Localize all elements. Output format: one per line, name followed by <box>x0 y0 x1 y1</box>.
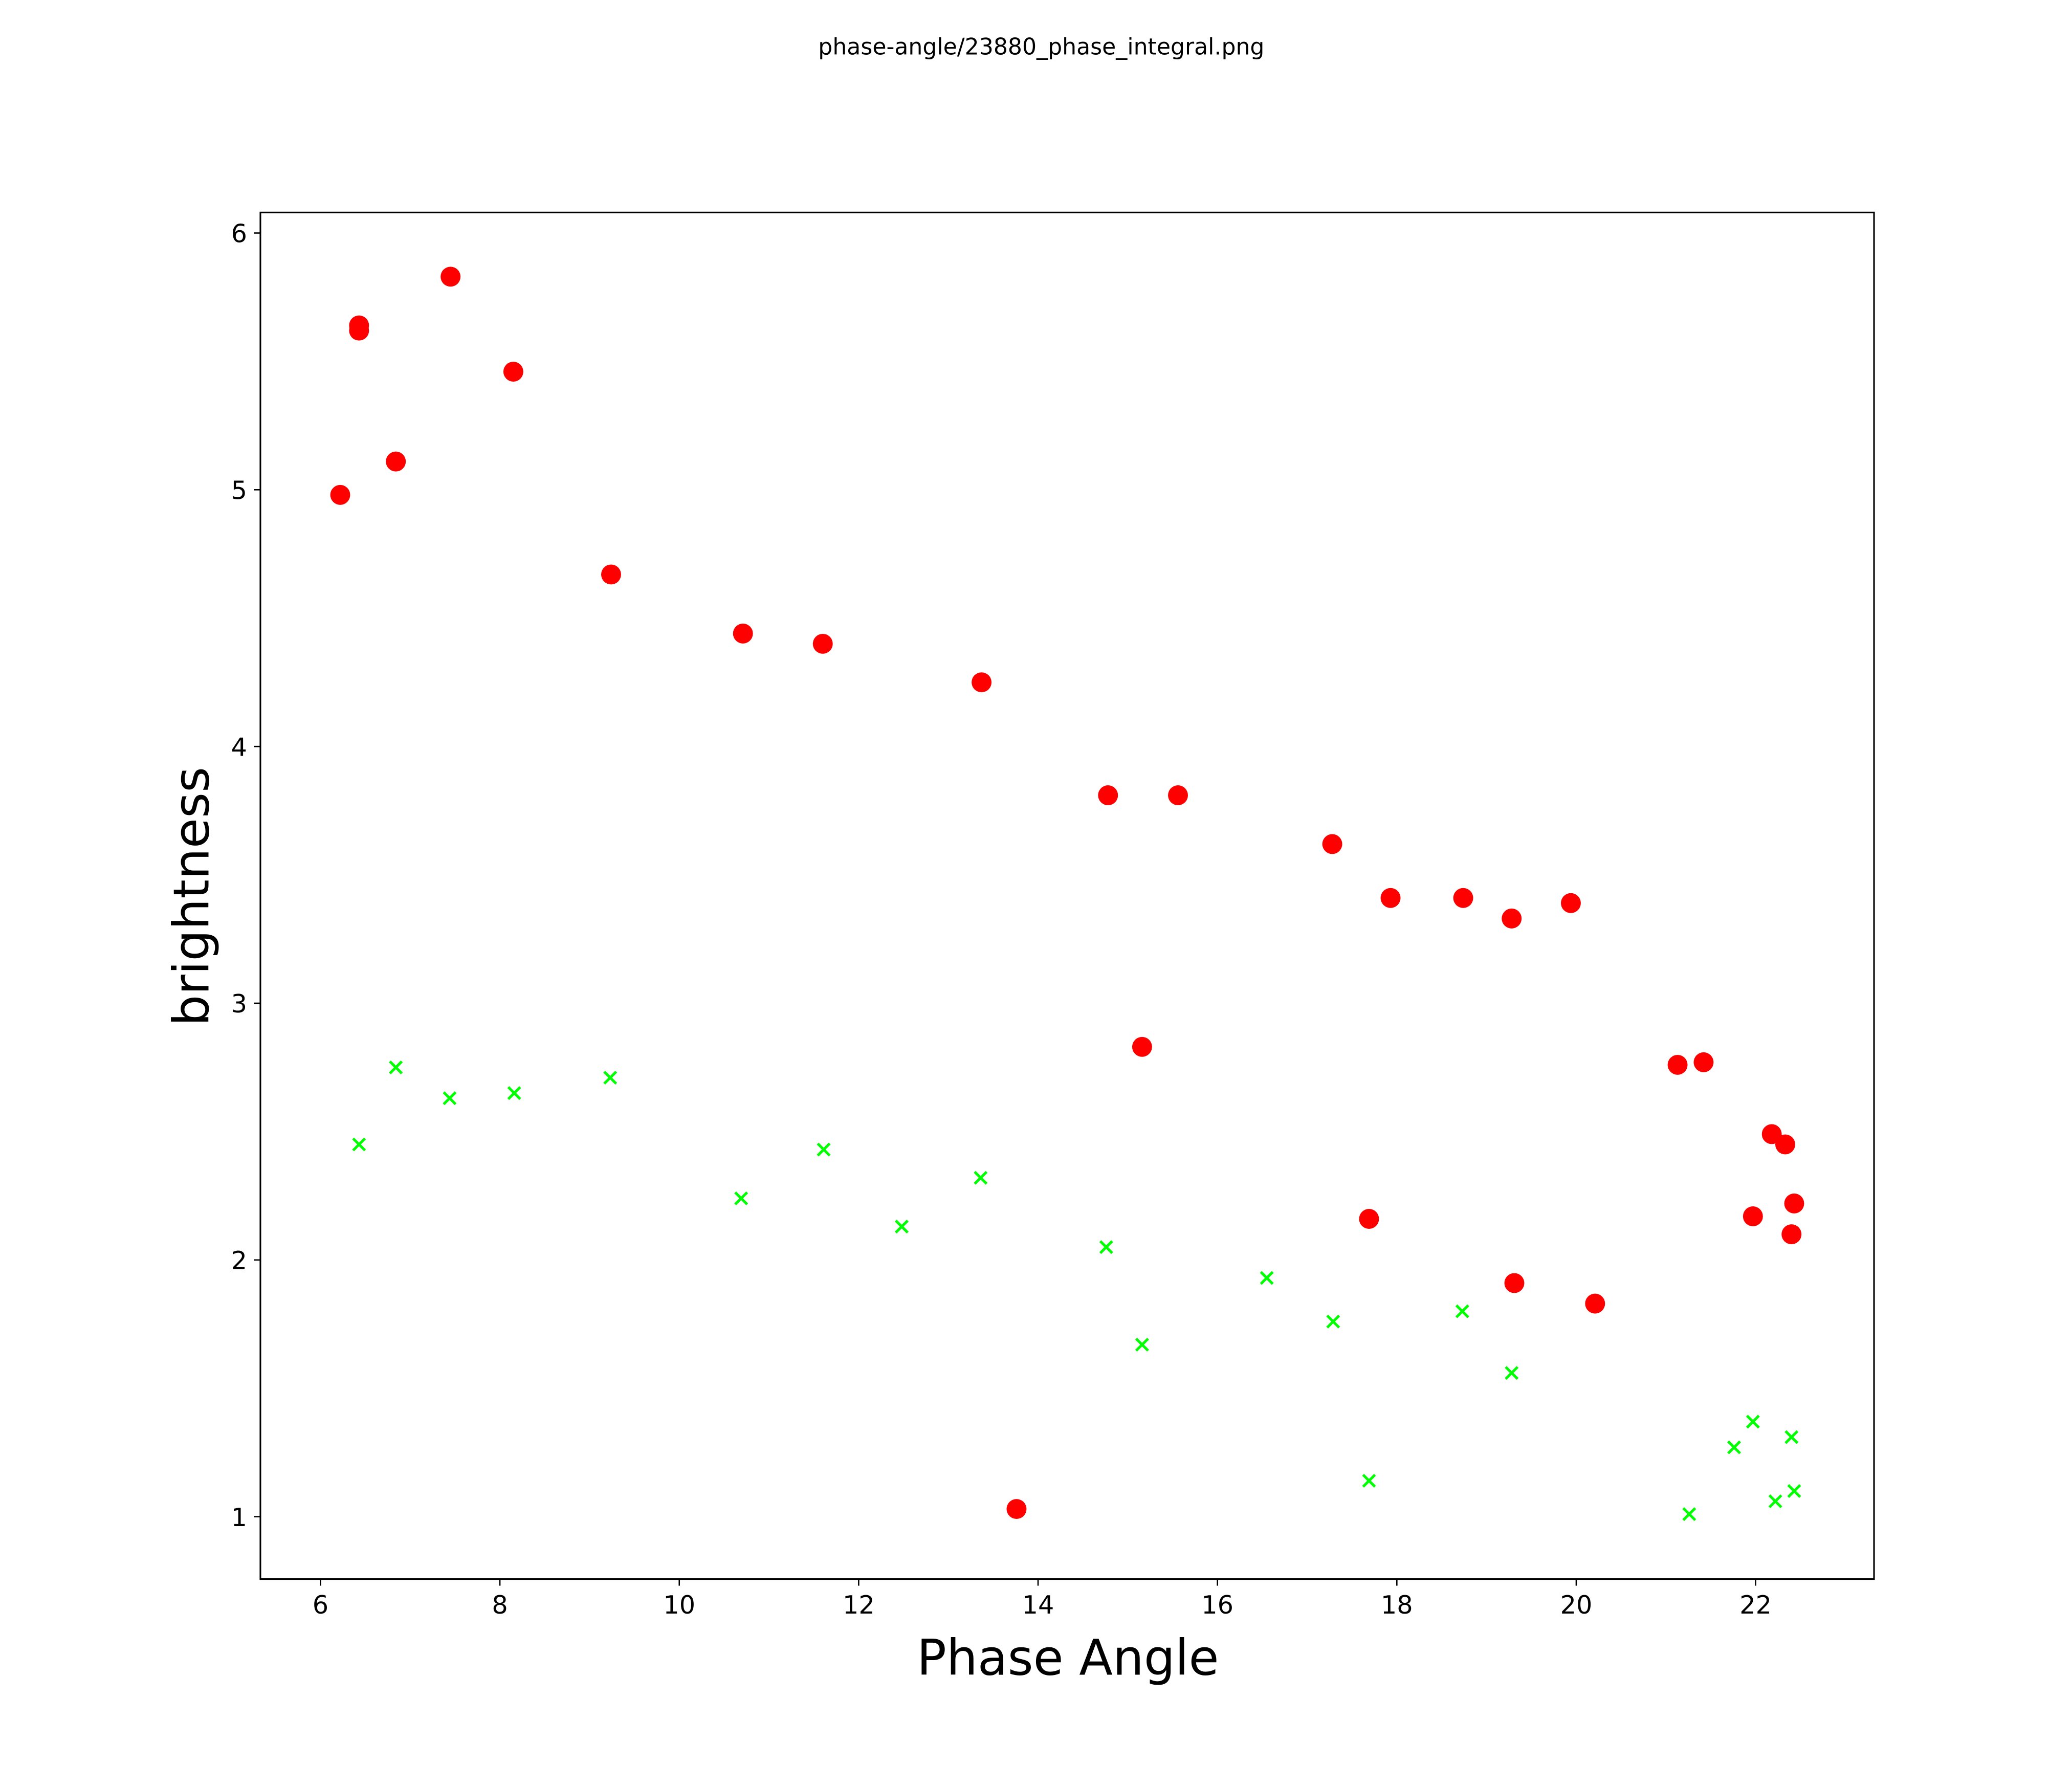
y-tick-label: 6 <box>231 219 247 249</box>
red-data-point <box>972 672 992 693</box>
red-data-point <box>1761 1124 1782 1144</box>
green-data-point <box>1727 1440 1742 1454</box>
red-data-point <box>1667 1054 1688 1075</box>
red-data-point <box>1560 893 1581 913</box>
red-data-point <box>1775 1134 1795 1155</box>
x-tick-label: 12 <box>843 1590 875 1620</box>
red-data-point <box>440 267 461 287</box>
green-data-point <box>389 1060 403 1074</box>
green-data-point <box>507 1086 521 1100</box>
red-data-point <box>503 362 523 382</box>
red-data-point <box>1784 1193 1804 1214</box>
x-tick-label: 20 <box>1560 1590 1593 1620</box>
green-data-point <box>443 1091 457 1106</box>
y-tick-label: 3 <box>231 989 247 1019</box>
green-data-point <box>895 1220 909 1234</box>
green-data-point <box>1260 1271 1274 1285</box>
green-data-point <box>734 1191 748 1205</box>
green-data-point <box>1682 1507 1696 1521</box>
y-tick-label: 5 <box>231 475 247 505</box>
red-data-point <box>1380 888 1401 908</box>
y-tick-label: 4 <box>231 732 247 762</box>
green-data-point <box>1784 1430 1799 1444</box>
x-tick-label: 10 <box>663 1590 695 1620</box>
red-data-point <box>330 484 350 505</box>
red-data-point <box>1168 785 1188 805</box>
x-tick-label: 14 <box>1022 1590 1054 1620</box>
green-data-point <box>974 1171 988 1185</box>
green-data-point <box>1505 1366 1519 1380</box>
plot-frame <box>259 211 1875 1580</box>
x-axis-label: Phase Angle <box>917 1629 1219 1686</box>
x-tick-label: 22 <box>1739 1590 1772 1620</box>
red-data-point <box>1322 834 1342 854</box>
red-data-point <box>1693 1052 1714 1072</box>
green-data-point <box>1326 1314 1340 1329</box>
green-data-point <box>1746 1415 1760 1429</box>
red-data-point <box>1585 1293 1605 1314</box>
red-data-point <box>1098 785 1118 805</box>
red-data-point <box>1504 1273 1525 1293</box>
y-axis-label: brightness <box>163 767 221 1026</box>
green-data-point <box>1787 1484 1801 1498</box>
green-data-point <box>1455 1304 1469 1318</box>
x-tick-label: 18 <box>1381 1590 1413 1620</box>
green-data-point <box>352 1137 366 1152</box>
red-data-point <box>733 623 753 644</box>
red-data-point <box>386 451 406 472</box>
red-data-point <box>1781 1224 1802 1245</box>
x-tick-label: 8 <box>492 1590 508 1620</box>
y-tick-label: 2 <box>231 1246 247 1275</box>
red-data-point <box>349 320 369 341</box>
green-data-point <box>603 1070 618 1085</box>
red-data-point <box>1743 1206 1763 1226</box>
y-tick-label: 1 <box>231 1503 247 1532</box>
chart-title: phase-angle/23880_phase_integral.png <box>818 34 1264 60</box>
red-data-point <box>1502 908 1522 929</box>
red-data-point <box>1132 1036 1152 1057</box>
green-data-point <box>1099 1240 1113 1254</box>
x-tick-label: 6 <box>313 1590 328 1620</box>
red-data-point <box>1359 1209 1379 1229</box>
red-data-point <box>1453 888 1473 908</box>
green-data-point <box>1135 1337 1149 1352</box>
green-data-point <box>817 1142 831 1157</box>
x-tick-label: 16 <box>1201 1590 1233 1620</box>
red-data-point <box>601 564 621 585</box>
green-data-point <box>1768 1494 1782 1509</box>
red-data-point <box>1006 1499 1027 1519</box>
red-data-point <box>812 633 833 654</box>
green-data-point <box>1362 1473 1376 1488</box>
